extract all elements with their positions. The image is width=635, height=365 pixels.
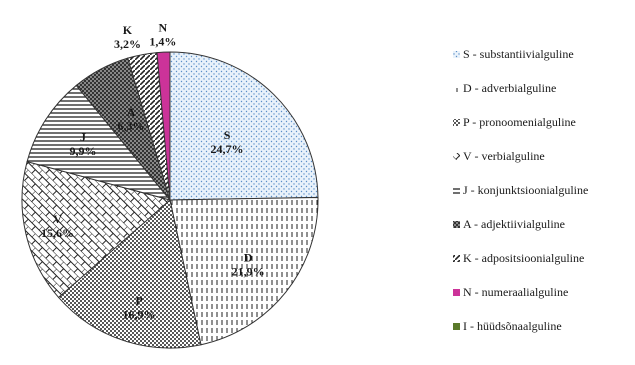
legend-swatch-a (453, 221, 460, 228)
slice-percent-label: 3,2% (114, 37, 141, 51)
pie-slice-n (156, 51, 171, 201)
legend-swatch-d (453, 85, 460, 92)
pie-slice-s (169, 51, 319, 201)
legend-label-k: K - adpositsioonialguline (463, 251, 584, 265)
legend-label-d: D - adverbialguline (463, 81, 556, 95)
legend-swatch-i (453, 323, 460, 330)
slice-percent-label: 1,4% (149, 34, 176, 48)
slice-code-label: V (53, 212, 62, 226)
legend-label-j: J - konjunktsioonialguline (463, 183, 588, 197)
slice-percent-label: 6,3% (118, 119, 145, 133)
slice-code-label: J (80, 130, 86, 144)
legend-label-s: S - substantiivialguline (463, 47, 574, 61)
legend-swatch-s (453, 51, 460, 58)
legend-label-a: A - adjektiivialguline (463, 217, 565, 231)
pie-slice-v (21, 160, 172, 299)
slice-percent-label: 16,9% (123, 307, 156, 321)
legend-label-n: N - numeraalialguline (463, 285, 568, 299)
slice-percent-label: 9,9% (69, 144, 96, 158)
slice-code-label: K (123, 23, 133, 37)
slice-code-label: A (127, 105, 136, 119)
legend-label-p: P - pronoomenialguline (463, 115, 576, 129)
pie-slice-p (57, 199, 202, 349)
legend-swatch-v (453, 153, 460, 160)
legend-label-v: V - verbialguline (463, 149, 545, 163)
legend-label-i: I - hüüdsõnaalguline (463, 319, 562, 333)
slice-code-label: N (158, 20, 167, 34)
slice-code-label: P (135, 293, 142, 307)
slice-percent-label: 15,6% (41, 226, 74, 240)
pie-slice-d (169, 196, 319, 346)
slice-percent-label: 24,7% (211, 142, 244, 156)
legend-swatch-k (453, 255, 460, 262)
legend-swatch-n (453, 289, 460, 296)
slice-code-label: D (244, 250, 253, 264)
legend-swatch-j (453, 187, 460, 194)
pie-slice-j (26, 84, 172, 201)
slice-code-label: S (224, 128, 231, 142)
slice-percent-label: 21,9% (232, 264, 265, 278)
legend-swatch-p (453, 119, 460, 126)
